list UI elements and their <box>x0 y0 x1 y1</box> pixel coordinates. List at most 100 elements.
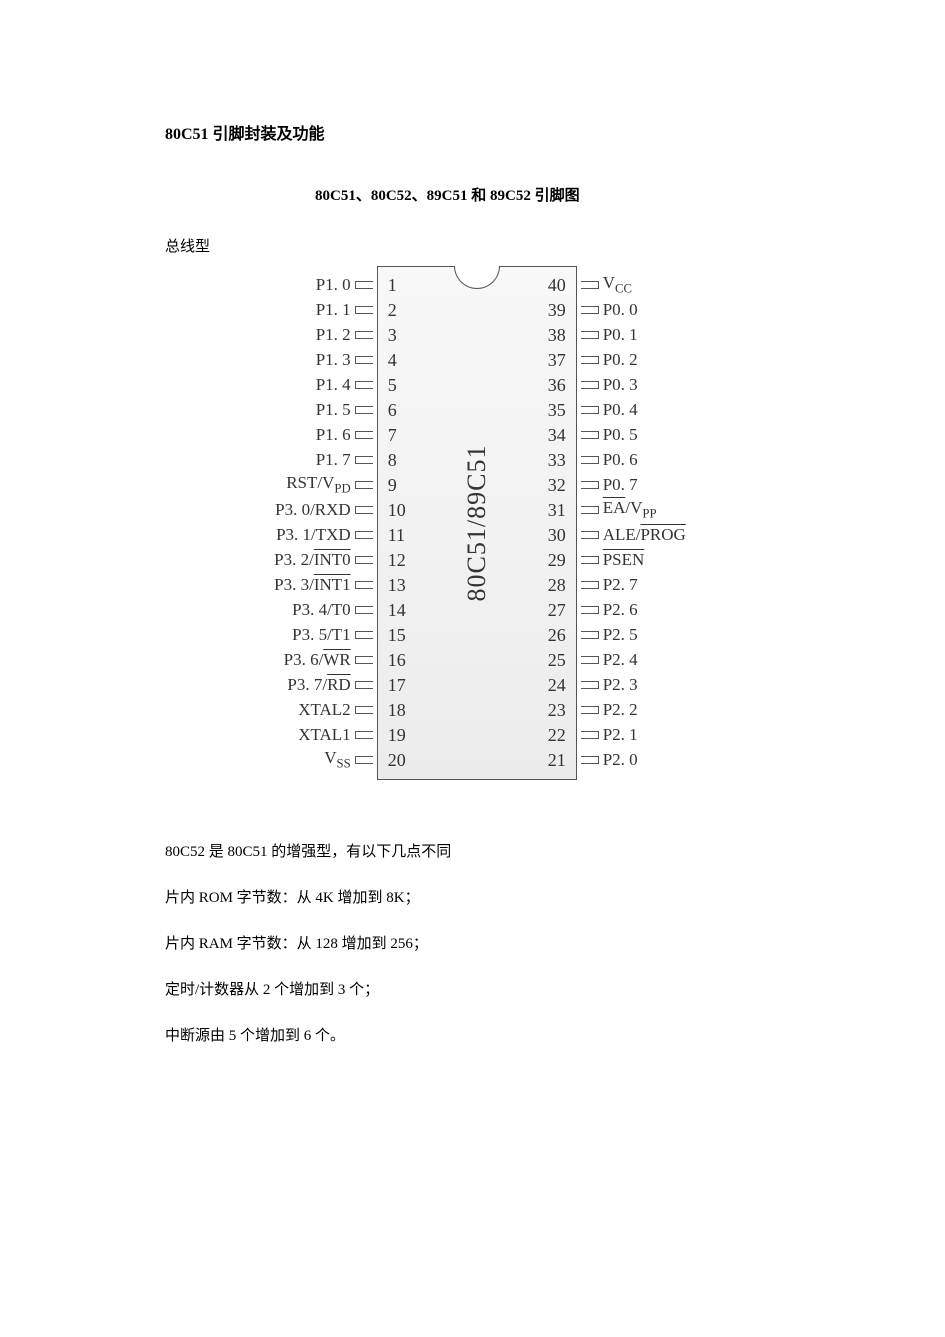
pin-stub <box>581 456 599 464</box>
pin-stub <box>581 581 599 589</box>
pin-left-label: XTAL1 <box>298 722 376 747</box>
pin-stub <box>355 606 373 614</box>
pin-stub <box>581 406 599 414</box>
pin-left-label: XTAL2 <box>298 697 376 722</box>
pin-stub <box>581 556 599 564</box>
pin-left-label: RST/VPD <box>286 472 377 497</box>
body-paragraph: 中断源由 5 个增加到 6 个。 <box>165 1024 795 1048</box>
pin-stub <box>355 381 373 389</box>
pin-number-row: 1922 <box>378 723 576 748</box>
pin-stub <box>355 431 373 439</box>
pin-right-label: P2. 1 <box>577 722 638 747</box>
pin-stub <box>581 306 599 314</box>
page-title: 80C51 引脚封装及功能 <box>165 120 795 144</box>
pin-left-label: P1. 5 <box>316 397 377 422</box>
pin-right-label: P2. 2 <box>577 697 638 722</box>
pin-stub <box>355 506 373 514</box>
pin-stub <box>581 531 599 539</box>
pin-right-label: P0. 2 <box>577 347 638 372</box>
pin-number-row: 1427 <box>378 598 576 623</box>
subtitle: 80C51、80C52、89C51 和 89C52 引脚图 <box>315 184 580 205</box>
pin-left-label: P3. 0/RXD <box>275 497 377 522</box>
pin-stub <box>355 631 373 639</box>
body-paragraph: 片内 ROM 字节数：从 4K 增加到 8K； <box>165 886 795 910</box>
left-pin-labels: P1. 0P1. 1P1. 2P1. 3P1. 4P1. 5P1. 6P1. 7… <box>274 266 377 780</box>
pin-stub <box>355 406 373 414</box>
pin-right-label: P0. 7 <box>577 472 638 497</box>
pin-stub <box>581 606 599 614</box>
pin-right-label: P0. 1 <box>577 322 638 347</box>
pin-left-label: P3. 2/INT0 <box>274 547 377 572</box>
pin-left-label: P1. 6 <box>316 422 377 447</box>
pin-stub <box>581 381 599 389</box>
pin-right-label: P2. 4 <box>577 647 638 672</box>
pin-left-label: P1. 7 <box>316 447 377 472</box>
pin-stub <box>355 756 373 764</box>
pin-stub <box>581 281 599 289</box>
pinout-diagram: P1. 0P1. 1P1. 2P1. 3P1. 4P1. 5P1. 6P1. 7… <box>165 266 795 780</box>
pin-stub <box>355 481 373 489</box>
pin-stub <box>581 756 599 764</box>
pin-left-label: P1. 4 <box>316 372 377 397</box>
pin-stub <box>581 481 599 489</box>
pin-number-row: 1625 <box>378 648 576 673</box>
pin-right-label: P0. 6 <box>577 447 638 472</box>
body-paragraph: 80C52 是 80C51 的增强型，有以下几点不同 <box>165 840 795 864</box>
pin-number-row: 437 <box>378 348 576 373</box>
pin-stub <box>581 356 599 364</box>
pin-number-row: 536 <box>378 373 576 398</box>
pin-right-label: P0. 3 <box>577 372 638 397</box>
chip-wrap: P1. 0P1. 1P1. 2P1. 3P1. 4P1. 5P1. 6P1. 7… <box>274 266 686 780</box>
right-pin-labels: VCCP0. 0P0. 1P0. 2P0. 3P0. 4P0. 5P0. 6P0… <box>577 266 686 780</box>
pin-stub <box>355 581 373 589</box>
body-text: 80C52 是 80C51 的增强型，有以下几点不同片内 ROM 字节数：从 4… <box>165 840 795 1048</box>
pin-number-row: 239 <box>378 298 576 323</box>
pin-stub <box>355 706 373 714</box>
pin-right-label: P0. 4 <box>577 397 638 422</box>
pin-stub <box>355 531 373 539</box>
pin-left-label: P3. 7/RD <box>287 672 376 697</box>
bus-type-label: 总线型 <box>165 235 795 256</box>
pin-number-row: 1724 <box>378 673 576 698</box>
pin-left-label: P1. 2 <box>316 322 377 347</box>
pin-left-label: P3. 1/TXD <box>276 522 377 547</box>
pin-stub <box>581 331 599 339</box>
pin-right-label: ALE/PROG <box>577 522 686 547</box>
pin-stub <box>581 431 599 439</box>
pin-right-label: P2. 6 <box>577 597 638 622</box>
pin-stub <box>355 356 373 364</box>
pin-number-row: 635 <box>378 398 576 423</box>
pin-stub <box>581 706 599 714</box>
pin-left-label: VSS <box>324 747 376 772</box>
pin-right-label: P2. 3 <box>577 672 638 697</box>
pin-number-row: 1526 <box>378 623 576 648</box>
pin-stub <box>581 681 599 689</box>
pin-stub <box>355 306 373 314</box>
pin-left-label: P3. 3/INT1 <box>274 572 377 597</box>
pin-right-label: P2. 7 <box>577 572 638 597</box>
pin-left-label: P3. 6/WR <box>284 647 377 672</box>
pin-right-label: P2. 0 <box>577 747 638 772</box>
pin-left-label: P1. 3 <box>316 347 377 372</box>
pin-stub <box>355 556 373 564</box>
pin-stub <box>581 631 599 639</box>
pin-stub <box>581 656 599 664</box>
subtitle-row: 80C51、80C52、89C51 和 89C52 引脚图 <box>165 184 795 205</box>
pin-number-row: 2021 <box>378 748 576 773</box>
pin-right-label: P0. 0 <box>577 297 638 322</box>
pin-stub <box>355 331 373 339</box>
pin-right-label: PSEN <box>577 547 645 572</box>
pin-left-label: P3. 5/T1 <box>292 622 377 647</box>
pin-stub <box>355 456 373 464</box>
pin-stub <box>581 731 599 739</box>
pin-stub <box>355 681 373 689</box>
pin-stub <box>581 506 599 514</box>
body-paragraph: 定时/计数器从 2 个增加到 3 个； <box>165 978 795 1002</box>
pin-right-label: EA/VPP <box>577 497 657 522</box>
pin-stub <box>355 281 373 289</box>
pin-left-label: P1. 1 <box>316 297 377 322</box>
pin-stub <box>355 731 373 739</box>
pin-number-row: 338 <box>378 323 576 348</box>
chip-label: 80C51/89C51 <box>462 445 492 602</box>
pin-number-row: 1823 <box>378 698 576 723</box>
